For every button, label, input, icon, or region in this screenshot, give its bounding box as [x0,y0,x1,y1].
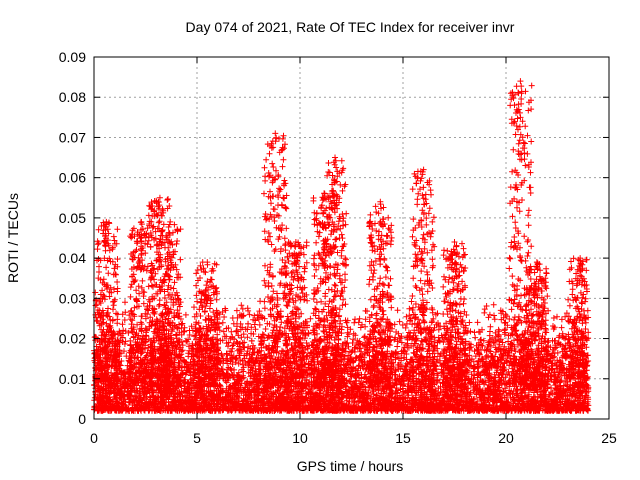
roti-peak-point [420,166,427,173]
y-tick-label: 0.02 [59,331,86,347]
y-tick-label: 0.06 [59,170,86,186]
roti-peak-point [138,218,145,225]
roti-peak-point [167,218,174,225]
y-tick-label: 0.01 [59,371,86,387]
x-tick-label: 20 [498,430,514,446]
roti-peak-point [204,259,211,266]
roti-peak-point [156,194,163,201]
roti-peak-point [292,239,299,246]
y-tick-label: 0.03 [59,290,86,306]
plot-frame [93,56,610,420]
roti-peak-point [103,218,110,225]
x-tick-labels: 0 5 10 15 20 25 [90,430,617,446]
x-axis-title: GPS time / hours [297,458,404,474]
y-tick-label: 0.09 [59,49,86,65]
y-tick-label: 0.08 [59,89,86,105]
roti-peak-point [577,255,584,262]
data-points [91,78,592,414]
roti-peak-point [272,130,279,137]
roti-peak-point [517,78,524,85]
y-tick-labels: 0 0.01 0.02 0.03 0.04 0.05 0.06 0.07 0.08 0.09 [59,49,86,427]
chart-title: Day 074 of 2021, Rate Of TEC Index for r… [186,19,515,35]
roti-peak-point [451,239,458,246]
y-tick-label: 0.05 [59,210,86,226]
y-tick-label: 0 [78,411,86,427]
roti-peak-point [377,198,384,205]
axis-ticks [93,56,610,420]
x-tick-label: 15 [395,430,411,446]
roti-markers [91,82,592,414]
x-tick-label: 10 [292,430,308,446]
x-tick-label: 5 [193,430,201,446]
roti-peak-point [321,190,328,197]
y-tick-label: 0.04 [59,250,86,266]
roti-peak-point [533,259,540,266]
y-tick-label: 0.07 [59,129,86,145]
roti-peak-point [332,154,339,161]
x-tick-label: 0 [90,430,98,446]
y-axis-title: ROTI / TECUs [5,193,21,283]
x-tick-label: 25 [601,430,617,446]
